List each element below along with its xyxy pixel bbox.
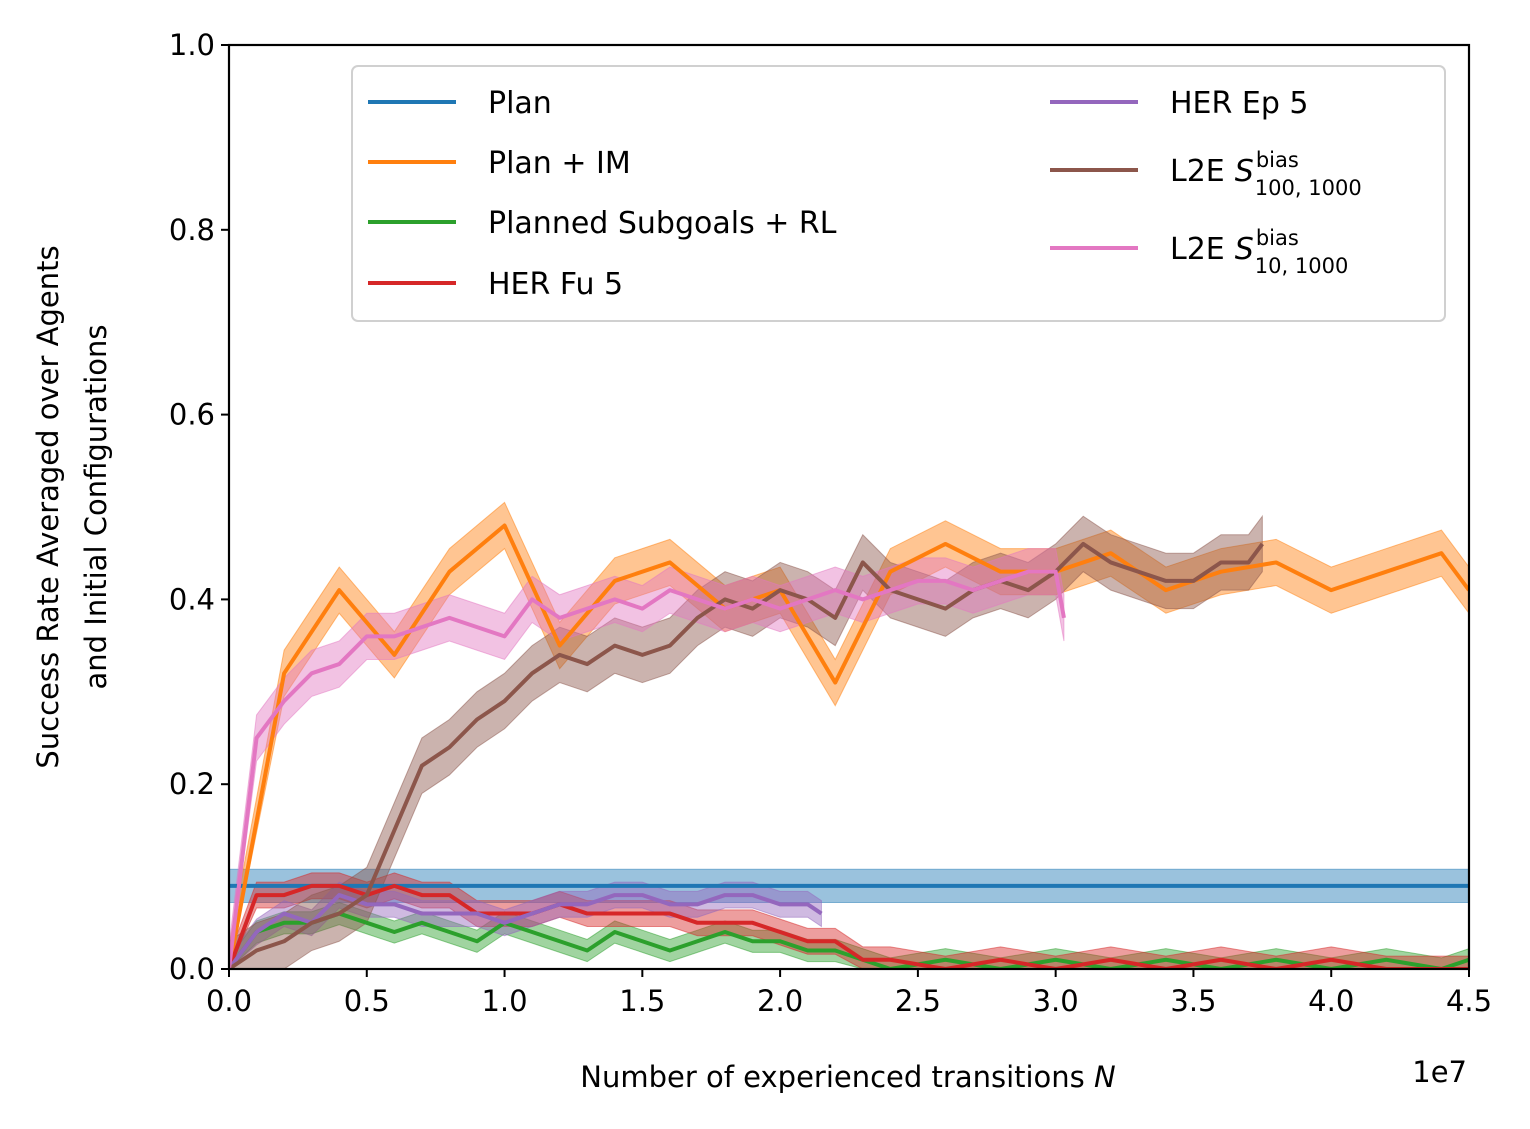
y-tick-label: 1.0 (169, 28, 215, 62)
legend-label-base: Plan + IM (488, 146, 631, 181)
legend-label-l2e-s-bias-10-1000: L2E Sbias 10, 1000 (1170, 226, 1348, 278)
x-axis-label-text: Number of experienced transitions (580, 1060, 1085, 1094)
x-tick-label: 0.5 (344, 984, 390, 1018)
x-axis-offset-label: 1e7 (1412, 1055, 1467, 1089)
legend-label-her-fu-5: HER Fu 5 (488, 267, 623, 302)
legend-label-sup: bias (1256, 226, 1299, 250)
line-planned-subgoals-rl (229, 911, 1469, 969)
y-axis: 0.0 0.2 0.4 0.6 0.8 1.0 (169, 28, 229, 986)
line-l2e-s-bias-10-1000 (229, 569, 1066, 969)
x-tick-label: 4.0 (1308, 984, 1354, 1018)
x-tick-label: 4.5 (1446, 984, 1492, 1018)
line-l2e-s-bias-100-1000 (229, 541, 1264, 969)
band-planned-subgoals-rl (229, 901, 1469, 969)
legend-label-symbol: S (1235, 154, 1254, 189)
x-tick-label: 0.0 (206, 984, 252, 1018)
line-her-ep-5 (229, 893, 823, 969)
legend-box (351, 65, 1446, 322)
y-tick-label: 0.4 (169, 582, 215, 616)
legend-label-sub: 10, 1000 (1255, 254, 1349, 278)
x-axis-label: Number of experienced transitions N (580, 1060, 1115, 1094)
legend-label-sub: 100, 1000 (1255, 176, 1362, 200)
y-tick-label: 0.6 (169, 398, 215, 432)
legend: Plan Plan + IM Planned Subgoals + RL HER Fu… (351, 65, 1446, 322)
band-l2e-s-bias-10-1000 (229, 548, 1065, 969)
y-axis-label: Success Rate Averaged over Agents and In… (31, 245, 113, 768)
legend-label-base: HER Ep 5 (1170, 86, 1309, 121)
y-tick-label: 0.8 (169, 213, 215, 247)
y-tick-label: 0.2 (169, 767, 215, 801)
legend-label-planned-subgoals-rl: Planned Subgoals + RL (488, 206, 837, 241)
legend-label-base: Planned Subgoals + RL (488, 206, 837, 241)
y-axis-label-line1: Success Rate Averaged over Agents (31, 245, 65, 768)
legend-label-plan: Plan (488, 86, 552, 121)
legend-label-base: L2E (1170, 232, 1225, 267)
legend-label-base: Plan (488, 86, 552, 121)
plot-frame (227, 43, 1471, 971)
x-tick-label: 2.0 (757, 984, 803, 1018)
x-axis-label-var: N (1094, 1060, 1116, 1094)
series-lines (229, 523, 1469, 969)
line-plan-im (229, 523, 1469, 969)
y-tick-label: 0.0 (169, 952, 215, 986)
x-axis: 0.0 0.5 1.0 1.5 2.0 2.5 3.0 3.5 4.0 4.5 (206, 969, 1492, 1018)
x-tick-label: 3.0 (1033, 984, 1079, 1018)
legend-label-sup: bias (1256, 148, 1299, 172)
x-tick-label: 2.5 (895, 984, 941, 1018)
legend-label-her-ep-5: HER Ep 5 (1170, 86, 1309, 121)
legend-label-l2e-s-bias-100-1000: L2E Sbias 100, 1000 (1170, 148, 1362, 200)
y-axis-label-line2: and Initial Configurations (79, 324, 113, 689)
legend-label-base: L2E (1170, 154, 1225, 189)
x-tick-label: 1.0 (481, 984, 527, 1018)
band-plan-im (229, 501, 1469, 969)
x-tick-label: 1.5 (619, 984, 665, 1018)
legend-label-symbol: S (1235, 232, 1254, 267)
legend-label-plan-im: Plan + IM (488, 146, 631, 181)
legend-label-base: HER Fu 5 (488, 267, 623, 302)
x-tick-label: 3.5 (1170, 984, 1216, 1018)
line-her-fu-5 (229, 883, 1469, 969)
